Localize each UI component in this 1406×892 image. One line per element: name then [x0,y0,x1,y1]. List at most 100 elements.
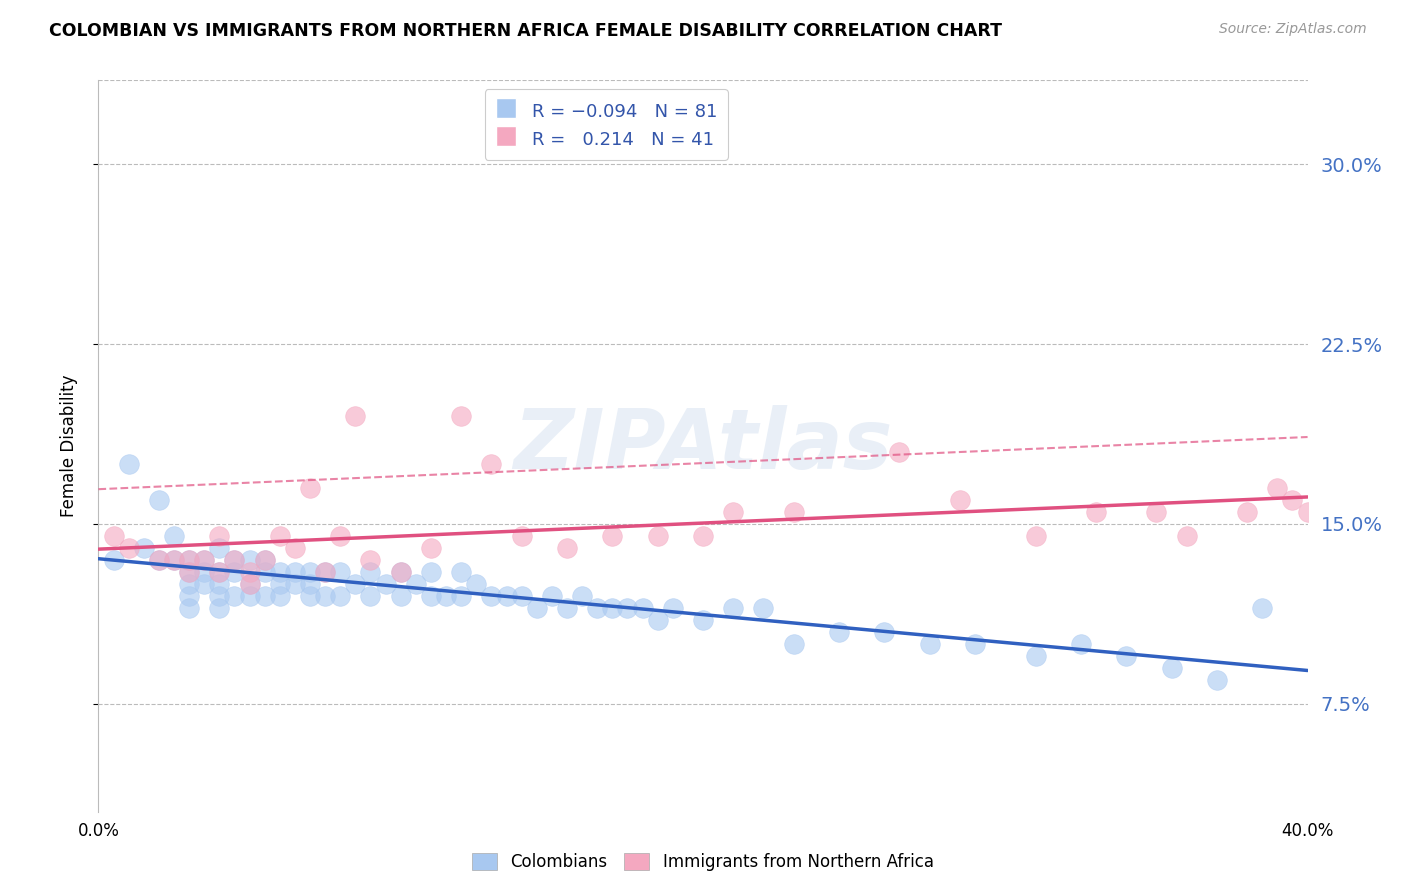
Point [179,600,201,615]
Point [1251,600,1274,615]
Point [752,600,775,615]
Point [647,529,669,543]
Point [1175,529,1198,543]
Point [510,529,533,543]
Point [723,600,745,615]
Point [420,565,443,579]
Point [692,529,714,543]
Point [1144,505,1167,519]
Point [239,589,262,603]
Point [179,577,201,591]
Point [179,553,201,567]
Point [420,541,443,555]
Point [344,577,367,591]
Point [239,577,262,591]
Point [224,565,246,579]
Point [239,565,262,579]
Point [1115,648,1137,663]
Point [420,589,443,603]
Point [1296,505,1319,519]
Point [481,457,503,471]
Text: ZIPAtlas: ZIPAtlas [513,406,893,486]
Point [389,565,412,579]
Point [269,577,291,591]
Point [1024,648,1046,663]
Point [179,553,201,567]
Point [360,565,382,579]
Point [208,541,231,555]
Point [193,553,215,567]
Point [208,600,231,615]
Point [193,553,215,567]
Point [405,577,427,591]
Point [481,589,503,603]
Point [360,589,382,603]
Point [224,553,246,567]
Point [495,589,517,603]
Point [434,589,457,603]
Point [965,637,987,651]
Text: Source: ZipAtlas.com: Source: ZipAtlas.com [1219,22,1367,37]
Point [299,577,322,591]
Point [148,492,170,507]
Point [510,589,533,603]
Point [450,589,472,603]
Point [269,565,291,579]
Point [148,553,170,567]
Point [329,565,352,579]
Point [828,624,851,639]
Legend: R = −0.094   N = 81, R =   0.214   N = 41: R = −0.094 N = 81, R = 0.214 N = 41 [485,89,728,160]
Point [179,589,201,603]
Point [389,565,412,579]
Point [374,577,396,591]
Point [555,541,578,555]
Point [269,589,291,603]
Point [299,589,322,603]
Point [616,600,638,615]
Point [555,600,578,615]
Point [163,529,186,543]
Point [224,589,246,603]
Point [389,589,412,603]
Point [239,577,262,591]
Point [723,505,745,519]
Point [329,589,352,603]
Point [179,565,201,579]
Point [873,624,896,639]
Point [631,600,654,615]
Point [284,541,307,555]
Point [692,613,714,627]
Point [299,481,322,495]
Point [889,445,911,459]
Point [208,565,231,579]
Point [208,589,231,603]
Point [118,541,141,555]
Point [526,600,548,615]
Point [103,529,125,543]
Legend: Colombians, Immigrants from Northern Africa: Colombians, Immigrants from Northern Afr… [464,845,942,880]
Point [284,565,307,579]
Point [450,565,472,579]
Point [163,553,186,567]
Point [314,589,336,603]
Point [949,492,972,507]
Point [602,600,624,615]
Point [208,529,231,543]
Point [661,600,683,615]
Point [103,553,125,567]
Point [253,553,276,567]
Point [344,409,367,423]
Point [193,577,215,591]
Point [1281,492,1303,507]
Point [163,553,186,567]
Point [1236,505,1258,519]
Point [918,637,941,651]
Point [269,529,291,543]
Point [540,589,562,603]
Point [239,553,262,567]
Point [1160,661,1182,675]
Point [450,409,472,423]
Y-axis label: Female Disability: Female Disability [59,375,77,517]
Point [647,613,669,627]
Point [586,600,609,615]
